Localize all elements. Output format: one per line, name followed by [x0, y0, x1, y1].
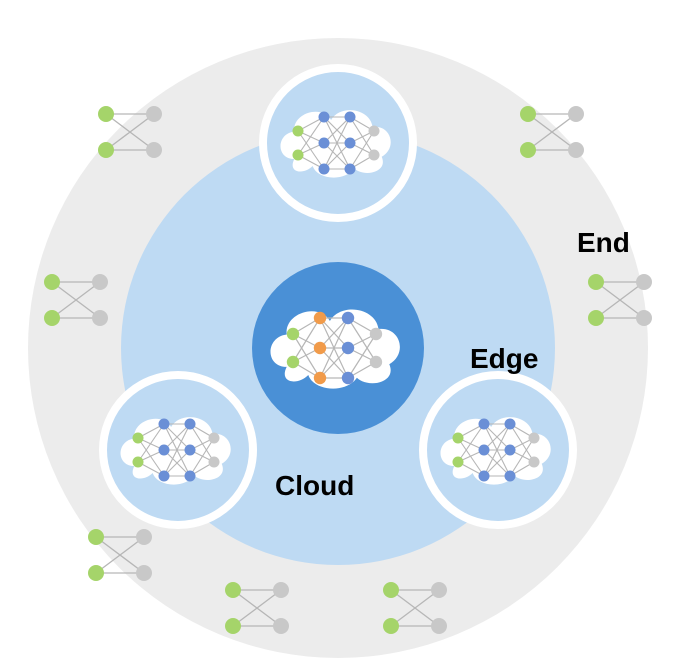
edge-node: [423, 375, 573, 525]
edge-node: [103, 375, 253, 525]
diagram-canvas: [0, 0, 700, 661]
cloud-center: [252, 262, 424, 434]
label-edge: Edge: [470, 343, 538, 375]
label-cloud: Cloud: [275, 470, 354, 502]
label-end: End: [577, 227, 630, 259]
edge-node: [263, 68, 413, 218]
